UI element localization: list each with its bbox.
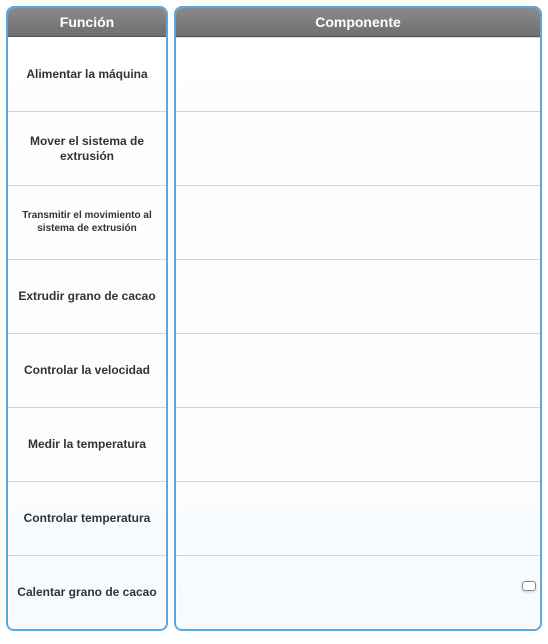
component-row <box>176 37 540 111</box>
diagram-page: Función Alimentar la máquina Mover el sis… <box>0 0 548 637</box>
function-row: Medir la temperatura <box>8 407 166 481</box>
function-label: Mover el sistema de extrusión <box>14 134 160 164</box>
function-row: Extrudir grano de cacao <box>8 259 166 333</box>
component-row <box>176 555 540 629</box>
function-label: Alimentar la máquina <box>26 67 147 82</box>
component-panel: Componente <box>174 6 542 631</box>
function-label: Extrudir grano de cacao <box>18 289 155 304</box>
function-row: Controlar la velocidad <box>8 333 166 407</box>
function-rows: Alimentar la máquina Mover el sistema de … <box>8 37 166 629</box>
component-row <box>176 111 540 185</box>
function-row: Calentar grano de cacao <box>8 555 166 629</box>
component-row <box>176 407 540 481</box>
function-row: Mover el sistema de extrusión <box>8 111 166 185</box>
function-label: Controlar la velocidad <box>24 363 150 378</box>
function-row: Alimentar la máquina <box>8 37 166 111</box>
legend <box>522 581 536 591</box>
function-label: Transmitir el movimiento al sistema de e… <box>14 210 160 235</box>
component-header: Componente <box>176 8 540 37</box>
function-row: Transmitir el movimiento al sistema de e… <box>8 185 166 259</box>
component-row <box>176 481 540 555</box>
component-row <box>176 185 540 259</box>
function-label: Controlar temperatura <box>24 511 151 526</box>
function-header: Función <box>8 8 166 37</box>
function-row: Controlar temperatura <box>8 481 166 555</box>
function-label: Calentar grano de cacao <box>17 585 156 600</box>
component-row <box>176 333 540 407</box>
component-row <box>176 259 540 333</box>
function-label: Medir la temperatura <box>28 437 146 452</box>
function-panel: Función Alimentar la máquina Mover el sis… <box>6 6 168 631</box>
component-rows <box>176 37 540 629</box>
